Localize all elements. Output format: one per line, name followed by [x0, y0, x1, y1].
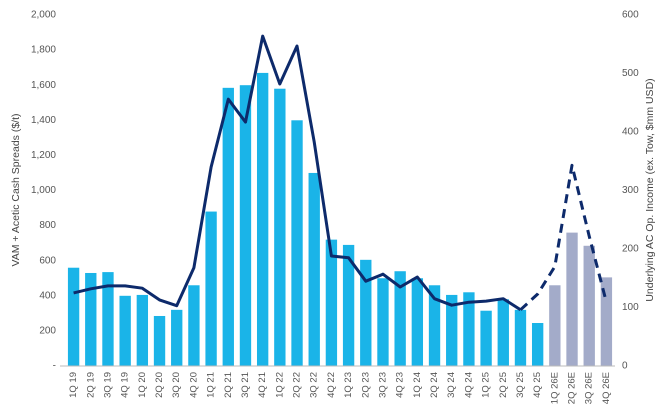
- bar: [394, 271, 406, 366]
- line: [73, 34, 522, 312]
- bar: [428, 285, 441, 366]
- y2-tick-label: 400: [622, 127, 639, 138]
- bar: [205, 211, 217, 366]
- x-tick-label: 4Q 24: [463, 372, 474, 398]
- x-tick-label: 2Q 23: [360, 372, 371, 398]
- x-tick-label: 4Q 19: [120, 372, 131, 398]
- x-tick-label: 4Q 26E: [601, 372, 612, 404]
- x-tick-label: 1Q 23: [343, 372, 354, 398]
- bar: [342, 244, 355, 366]
- x-tick-label: 3Q 25: [515, 372, 526, 398]
- x-tick-label: 4Q 25: [532, 372, 543, 398]
- bar: [136, 294, 149, 366]
- y-tick-label: 1,000: [31, 185, 56, 196]
- line: [519, 163, 608, 311]
- x-tick-label: 4Q 21: [257, 372, 268, 398]
- y-tick-label: 2,000: [31, 10, 56, 21]
- x-tick-label: 2Q 22: [292, 372, 303, 398]
- y2-tick-label: 0: [622, 361, 628, 372]
- x-tick-label: 3Q 21: [240, 372, 251, 398]
- y2-tick-label: 200: [622, 244, 639, 255]
- bar: [153, 315, 166, 366]
- x-tick-label: 1Q 22: [274, 372, 285, 398]
- y2-tick-label: 500: [622, 68, 639, 79]
- x-tick-label: 3Q 19: [102, 372, 113, 398]
- bar: [308, 172, 320, 366]
- bar: [256, 72, 269, 366]
- bar: [274, 88, 286, 367]
- bar: [188, 285, 200, 366]
- x-tick-label: 2Q 20: [154, 372, 165, 398]
- bar: [480, 310, 492, 366]
- x-tick-label: 3Q 23: [377, 372, 388, 398]
- y-tick-label: 1,800: [31, 45, 56, 56]
- y-tick-label: 1,200: [31, 150, 56, 161]
- y-tick-label: 200: [39, 326, 56, 337]
- bar: [102, 272, 114, 366]
- bar: [119, 295, 131, 366]
- x-tick-label: 1Q 20: [137, 372, 148, 398]
- bar: [566, 232, 578, 366]
- bar: [325, 239, 338, 366]
- x-tick-label: 4Q 22: [326, 372, 337, 398]
- x-tick-label: 3Q 24: [446, 372, 457, 398]
- x-tick-label: 2Q 24: [429, 372, 440, 398]
- bar: [514, 309, 527, 366]
- x-tick-label: 1Q 25: [481, 372, 492, 398]
- bar: [600, 277, 613, 366]
- x-tick-label: 2Q 26E: [567, 372, 578, 404]
- y-tick-label: 800: [39, 220, 56, 231]
- bar: [171, 309, 183, 366]
- bar: [583, 245, 595, 366]
- y2-tick-label: 300: [622, 185, 639, 196]
- bar: [377, 278, 389, 366]
- bar: [67, 267, 80, 366]
- y-tick-label: 1,600: [31, 80, 56, 91]
- x-tick-label: 1Q 26E: [549, 372, 560, 404]
- bar: [549, 285, 561, 366]
- y-tick-label: -: [53, 361, 56, 372]
- x-tick-label: 3Q 26E: [584, 372, 595, 404]
- bar: [531, 323, 544, 366]
- x-tick-label: 2Q 21: [223, 372, 234, 398]
- y-tick-label: 400: [39, 290, 56, 301]
- bar: [222, 87, 234, 367]
- x-tick-label: 3Q 22: [309, 372, 320, 398]
- bar: [360, 259, 372, 366]
- y-tick-label: 600: [39, 255, 56, 266]
- bar: [497, 299, 509, 366]
- y2-tick-label: 600: [622, 10, 639, 21]
- bar: [446, 294, 458, 366]
- bar: [85, 272, 97, 366]
- x-tick-label: 3Q 20: [171, 372, 182, 398]
- y2-axis-title: Underlying AC Op. Income (ex. Tow, $mm U…: [644, 78, 656, 301]
- x-tick-label: 2Q 25: [498, 372, 509, 398]
- bar: [291, 120, 303, 366]
- y2-tick-label: 100: [622, 302, 639, 313]
- bar: [239, 85, 252, 366]
- y-tick-label: 1,400: [31, 115, 56, 126]
- x-tick-label: 1Q 24: [412, 372, 423, 398]
- x-tick-label: 1Q 19: [68, 372, 79, 398]
- x-tick-label: 4Q 20: [188, 372, 199, 398]
- y-axis-title: VAM + Acetic Cash Spreads ($/t): [10, 114, 22, 267]
- bar: [411, 278, 424, 366]
- x-tick-label: 2Q 19: [85, 372, 96, 398]
- bar: [463, 292, 475, 366]
- x-tick-label: 1Q 21: [206, 372, 217, 398]
- x-tick-label: 4Q 23: [395, 372, 406, 398]
